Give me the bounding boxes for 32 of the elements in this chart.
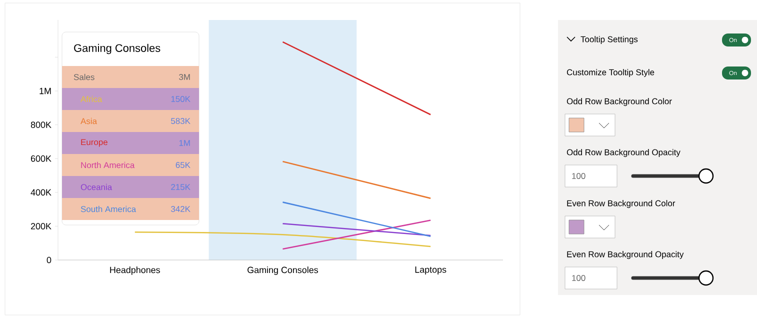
x-tick-label: Gaming Consoles xyxy=(248,266,318,275)
annotation: 3M xyxy=(179,74,190,80)
y-tick-label: 400K xyxy=(30,189,52,196)
y-tick-label: 600K xyxy=(30,155,52,162)
annotation: 150K xyxy=(171,96,190,102)
y-tick-label: 800K xyxy=(30,122,52,128)
y-tick-label: 200K xyxy=(30,223,52,230)
annotation: 215K xyxy=(171,184,190,190)
x-tick-label: Laptops xyxy=(415,266,446,275)
text: Even Row Background Color xyxy=(567,200,676,208)
text: Odd Row Background Color xyxy=(566,98,672,106)
text: South America xyxy=(80,206,136,212)
text: Europe xyxy=(81,139,108,147)
text: Customize Tooltip Style xyxy=(566,69,654,77)
annotation: Sales xyxy=(74,74,94,80)
text: North America xyxy=(81,162,135,168)
annotation: 65K xyxy=(176,162,190,168)
annotation: Gaming Consoles xyxy=(74,44,160,54)
text: Africa xyxy=(80,96,102,102)
annotation: 583K xyxy=(171,118,190,124)
text: Asia xyxy=(80,118,97,124)
text: Even Row Background Opacity xyxy=(567,251,684,259)
y-tick-label: 0 xyxy=(46,256,52,264)
annotation: 342K xyxy=(171,206,190,212)
text: Odd Row Background Opacity xyxy=(566,149,680,157)
y-tick-label: 1M xyxy=(40,88,51,94)
text: Oceania xyxy=(80,184,112,190)
text: Tooltip Settings xyxy=(580,36,638,44)
x-tick-label: Headphones xyxy=(110,266,160,275)
annotation: 1M xyxy=(179,140,190,146)
text: 100 xyxy=(572,173,586,179)
text: 100 xyxy=(572,275,586,281)
